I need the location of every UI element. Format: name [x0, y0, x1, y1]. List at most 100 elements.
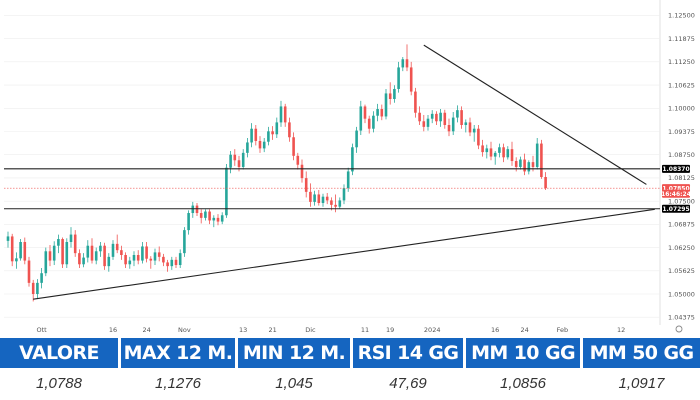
candle-body: [456, 110, 459, 118]
candle-body: [393, 88, 396, 99]
candle-body: [346, 171, 350, 189]
candle-body: [208, 211, 211, 221]
candle-body: [342, 188, 346, 201]
candle-body: [73, 234, 77, 254]
candle-body: [40, 273, 43, 283]
stat-label: MM 10 GG: [466, 338, 580, 368]
candle-body: [27, 260, 31, 283]
candle-body: [216, 217, 220, 222]
candle-body: [279, 106, 283, 123]
price-label: 1.07295: [662, 206, 689, 213]
candle-body: [204, 211, 207, 218]
trendline: [33, 208, 655, 300]
candle-body: [409, 67, 413, 92]
y-tick-label: 1.08125: [668, 174, 695, 182]
candle-body: [502, 147, 505, 158]
candle-body: [254, 128, 258, 141]
price-chart: 1.04375 1.05000 1.05625 1.06250 1.06875 1.075…: [4, 0, 695, 334]
candle-body: [145, 246, 148, 259]
candle-body: [52, 245, 56, 261]
candle-body: [321, 196, 325, 203]
candle-body: [99, 245, 102, 252]
stat-value: 1,0788: [0, 368, 118, 400]
candle-body: [15, 258, 18, 262]
y-tick-label: 1.11250: [668, 58, 695, 66]
candle-body: [540, 143, 543, 177]
candle-body: [401, 59, 405, 68]
candle-body: [283, 106, 287, 123]
candle-body: [195, 205, 199, 214]
candle-body: [506, 149, 510, 158]
candle-body: [372, 115, 375, 129]
candle-body: [237, 160, 241, 167]
candle-body: [464, 122, 468, 125]
candle-body: [367, 118, 371, 129]
x-tick-label: 13: [239, 326, 247, 334]
y-tick-label: 1.08750: [668, 151, 695, 159]
candle-body: [489, 148, 493, 157]
candle-body: [325, 196, 329, 201]
x-tick-label: 24: [520, 326, 528, 334]
candle-body: [388, 93, 392, 99]
candle-body: [363, 106, 367, 119]
x-tick-label: 2024: [424, 326, 441, 334]
candle-body: [6, 236, 10, 241]
candle-body: [111, 243, 115, 257]
y-tick-label: 1.09375: [668, 128, 695, 136]
price-label-bg: [662, 164, 690, 173]
candle-body: [103, 245, 106, 267]
candle-body: [170, 259, 174, 267]
candle-body: [275, 122, 279, 135]
candle-body: [527, 162, 531, 172]
y-tick-label: 1.10625: [668, 81, 695, 89]
candle-body: [430, 113, 434, 119]
candle-body: [187, 213, 190, 231]
candle-body: [178, 253, 182, 266]
candle-body: [233, 154, 237, 161]
candle-body: [296, 155, 300, 165]
candle-body: [124, 255, 127, 265]
y-tick-label: 1.12500: [668, 12, 695, 20]
candle-body: [141, 246, 144, 261]
x-tick-label: Ott: [36, 326, 47, 334]
candle-body: [481, 145, 484, 153]
candle-body: [498, 147, 501, 153]
candle-body: [61, 239, 64, 265]
price-label: 1.07850: [662, 185, 689, 192]
x-tick-label: 24: [142, 326, 150, 334]
candle-body: [267, 131, 270, 142]
stat-rsi-14: RSI 14 GG 47,69: [353, 338, 463, 400]
candle-body: [57, 239, 60, 246]
stat-value: 1,045: [238, 368, 350, 400]
candle-body: [426, 118, 430, 127]
x-tick-label: 19: [386, 326, 394, 334]
candle-body: [300, 164, 304, 179]
candle-body: [115, 243, 119, 251]
candle-body: [355, 130, 358, 148]
stat-mm-10: MM 10 GG 1,0856: [466, 338, 580, 400]
candle-body: [241, 152, 245, 167]
x-tick-label: Feb: [557, 326, 569, 334]
candle-body: [422, 121, 426, 127]
candle-body: [535, 143, 539, 167]
price-label-bg: [662, 204, 690, 213]
stat-label: MAX 12 M.: [121, 338, 235, 368]
y-tick-label: 1.06875: [668, 221, 695, 229]
candle-body: [174, 259, 178, 266]
candle-body: [128, 260, 132, 265]
candle-body: [157, 252, 161, 257]
x-tick-label: Dic: [305, 326, 316, 334]
candle-body: [304, 178, 308, 192]
stat-max-12m: MAX 12 M. 1,1276: [121, 338, 235, 400]
candle-body: [69, 234, 73, 242]
candle-body: [120, 250, 123, 255]
candle-body: [338, 200, 342, 207]
candle-body: [10, 236, 14, 262]
candle-body: [246, 142, 249, 153]
candle-body: [414, 91, 417, 113]
stat-label: RSI 14 GG: [353, 338, 463, 368]
candle-body: [468, 122, 472, 133]
candle-body: [132, 255, 136, 261]
candle-body: [149, 258, 153, 261]
y-tick-label: 1.05000: [668, 290, 695, 298]
